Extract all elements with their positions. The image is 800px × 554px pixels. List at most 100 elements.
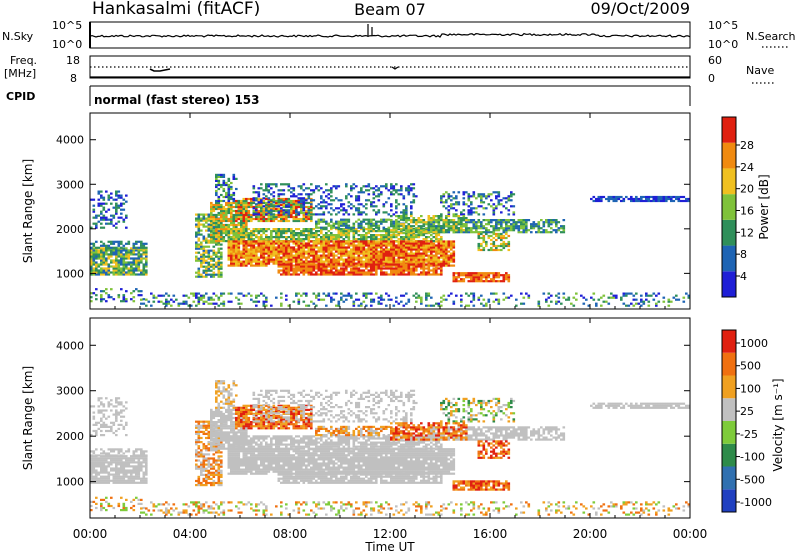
power-cell (405, 244, 408, 247)
power-cell (385, 187, 388, 190)
nave-scale-bottom: 0 (708, 72, 715, 85)
power-cell (280, 269, 283, 272)
power-cell (645, 298, 648, 301)
power-cell (415, 258, 418, 261)
power-cell (422, 231, 426, 234)
power-cell (662, 300, 666, 303)
power-cell (457, 217, 461, 220)
power-cell (492, 276, 496, 279)
power-cell (390, 263, 393, 266)
nave-scale-top: 60 (708, 54, 722, 67)
power-cell (92, 259, 96, 262)
power-cell (125, 290, 128, 293)
power-cell (410, 189, 413, 192)
power-cell (310, 193, 313, 196)
power-cell (430, 217, 433, 220)
power-cell (442, 193, 446, 196)
power-cell (347, 238, 351, 241)
power-cell (102, 253, 106, 256)
power-cell (237, 221, 241, 225)
power-cell (560, 302, 563, 305)
power-cell (375, 222, 378, 225)
power-cell (117, 259, 121, 262)
power-cell (202, 253, 206, 256)
power-cell (360, 228, 363, 231)
power-cell (345, 265, 348, 268)
power-cell (117, 194, 121, 197)
power-cell (315, 254, 318, 257)
power-cell (602, 195, 606, 199)
power-cell (92, 244, 96, 247)
power-cell (352, 246, 356, 249)
power-cell (432, 256, 436, 259)
power-cell (437, 238, 441, 241)
power-cell (507, 219, 511, 222)
power-cell (420, 296, 423, 299)
power-cell (400, 267, 403, 270)
power-cell (222, 211, 226, 215)
power-cell (140, 298, 143, 301)
power-cell (460, 217, 463, 220)
power-cell (475, 223, 478, 226)
power-cell (372, 265, 376, 268)
power-cell (362, 228, 366, 231)
power-cell (95, 263, 98, 266)
power-cell (355, 199, 358, 202)
power-cell (210, 298, 213, 301)
power-cell (335, 220, 338, 223)
power-cell (135, 249, 138, 252)
power-cell (397, 269, 401, 272)
power-cell (452, 250, 456, 253)
power-cell (357, 258, 361, 261)
power-cell (477, 278, 481, 281)
power-cell (92, 198, 96, 201)
power-cell (432, 246, 436, 249)
power-cell (267, 250, 271, 253)
power-cell (317, 242, 321, 245)
power-cell (210, 296, 213, 299)
power-cell (220, 236, 223, 239)
power-cell (232, 201, 236, 205)
power-cell (415, 269, 418, 272)
power-cell (310, 248, 313, 251)
power-cell (280, 219, 283, 223)
power-cell (467, 193, 471, 196)
power-cell (302, 201, 306, 204)
power-cell (310, 207, 313, 211)
power-cell (375, 292, 378, 295)
power-cell (115, 269, 118, 272)
power-cell (397, 234, 401, 237)
power-cell (277, 248, 281, 251)
power-cell (105, 246, 108, 249)
power-cell (325, 258, 328, 261)
power-cell (255, 252, 258, 255)
power-cell (120, 202, 123, 205)
power-cell (367, 260, 371, 263)
power-cell (100, 244, 103, 247)
power-cell (657, 197, 661, 201)
power-cell (230, 205, 233, 209)
power-cell (437, 223, 441, 226)
power-cell (447, 246, 451, 249)
power-cell (650, 195, 653, 199)
power-cell (312, 256, 316, 259)
power-cell (332, 209, 336, 212)
power-cell (102, 218, 106, 221)
power-cell (242, 254, 246, 257)
power-cell (395, 244, 398, 247)
power-cell (367, 199, 371, 202)
power-cell (250, 217, 253, 221)
power-cell (335, 228, 338, 231)
power-cell (295, 238, 298, 241)
power-cell (367, 193, 371, 196)
power-cell (332, 246, 336, 249)
power-cell (317, 230, 321, 233)
power-cell (382, 238, 386, 241)
power-cell (265, 209, 268, 212)
power-cell (92, 269, 96, 272)
power-cell (220, 267, 223, 270)
power-cell (247, 242, 251, 245)
power-cell (217, 267, 221, 270)
power-cell (317, 298, 321, 301)
